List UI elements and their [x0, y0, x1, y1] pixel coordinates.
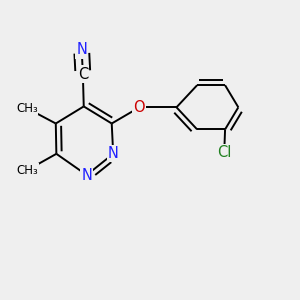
Text: N: N	[81, 167, 92, 182]
Text: N: N	[108, 146, 118, 161]
Text: CH₃: CH₃	[16, 102, 38, 115]
Text: Cl: Cl	[217, 146, 231, 160]
Text: C: C	[78, 67, 88, 82]
Text: O: O	[134, 100, 145, 115]
Text: CH₃: CH₃	[16, 164, 38, 176]
Text: N: N	[76, 42, 87, 57]
